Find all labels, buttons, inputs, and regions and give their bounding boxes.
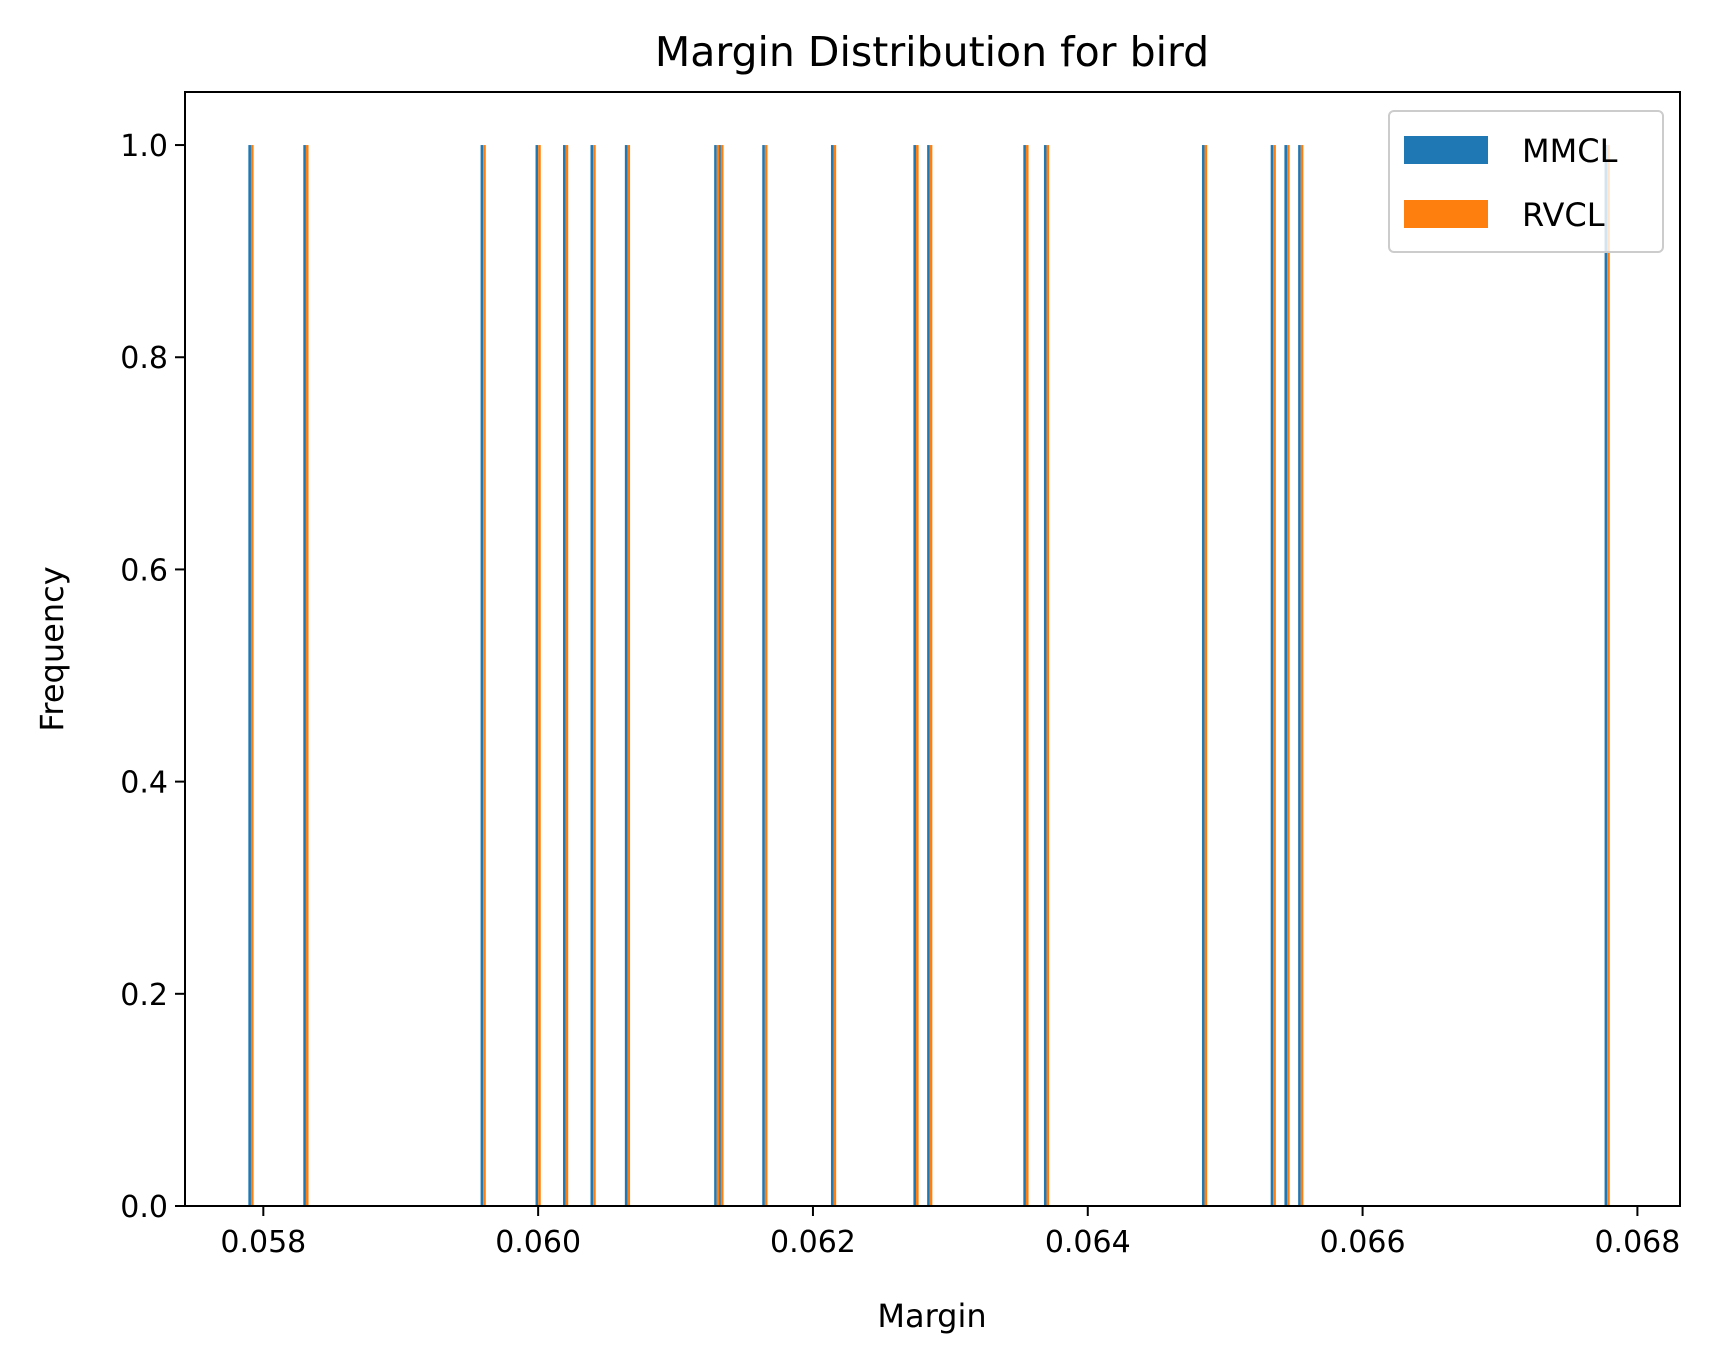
legend-swatch-rvcl <box>1404 200 1488 228</box>
x-tick-label: 0.060 <box>495 1225 581 1260</box>
bar-mmcl-6 <box>624 145 628 1206</box>
bar-rvcl-6 <box>627 145 631 1206</box>
bar-mmcl-1 <box>303 145 306 1206</box>
bar-rvcl-5 <box>593 145 596 1206</box>
y-tick-label: 0.8 <box>120 341 168 376</box>
bar-rvcl-18 <box>1300 145 1304 1206</box>
x-tick-label: 0.058 <box>220 1225 306 1260</box>
bar-mmcl-2 <box>480 145 484 1206</box>
x-axis-label: Margin <box>877 1297 986 1335</box>
bar-mmcl-8 <box>718 145 721 1206</box>
bar-rvcl-9 <box>764 145 768 1206</box>
y-axis-ticks: 0.0 0.2 0.4 0.6 0.8 1.0 <box>120 129 185 1225</box>
y-tick-label: 0.2 <box>120 978 168 1013</box>
bar-rvcl-7 <box>716 145 720 1206</box>
bar-mmcl-9 <box>762 145 765 1206</box>
bar-mmcl-10 <box>830 145 834 1206</box>
bar-mmcl-14 <box>1043 145 1047 1206</box>
legend-swatch-mmcl <box>1404 136 1488 164</box>
bar-mmcl-11 <box>913 145 917 1206</box>
bar-rvcl-16 <box>1273 145 1276 1206</box>
y-tick-label: 0.0 <box>120 1190 168 1225</box>
bar-rvcl-1 <box>305 145 309 1206</box>
bar-rvcl-4 <box>565 145 569 1206</box>
bar-rvcl-12 <box>929 145 933 1206</box>
bar-mmcl-16 <box>1270 145 1274 1206</box>
legend: MMCL RVCL <box>1388 110 1664 253</box>
bar-mmcl-0 <box>248 145 251 1206</box>
bar-rvcl-11 <box>916 145 919 1206</box>
x-tick-label: 0.064 <box>1045 1225 1131 1260</box>
bar-mmcl-7 <box>714 145 717 1206</box>
bar-mmcl-12 <box>927 145 930 1206</box>
bar-mmcl-3 <box>535 145 539 1206</box>
bar-rvcl-8 <box>720 145 724 1206</box>
y-tick-label: 0.4 <box>120 766 168 801</box>
bar-mmcl-13 <box>1023 145 1026 1206</box>
bar-mmcl-4 <box>563 145 566 1206</box>
y-tick-label: 0.6 <box>120 553 168 588</box>
bar-mmcl-19 <box>1604 145 1608 1206</box>
x-tick-label: 0.062 <box>770 1225 856 1260</box>
bars-layer <box>248 145 1610 1206</box>
bar-rvcl-17 <box>1287 145 1290 1206</box>
bar-rvcl-19 <box>1607 145 1610 1206</box>
bar-rvcl-2 <box>483 145 486 1206</box>
legend-label-rvcl: RVCL <box>1522 196 1605 234</box>
bar-rvcl-10 <box>833 145 837 1206</box>
bar-mmcl-18 <box>1298 145 1301 1206</box>
plot-frame <box>184 91 1681 1207</box>
bar-rvcl-14 <box>1046 145 1050 1206</box>
y-tick-label: 1.0 <box>120 129 168 164</box>
x-axis-ticks: 0.058 0.060 0.062 0.064 0.066 0.068 <box>220 1206 1680 1260</box>
x-tick-label: 0.068 <box>1594 1225 1680 1260</box>
chart-title: Margin Distribution for bird <box>655 28 1209 76</box>
bar-mmcl-17 <box>1284 145 1288 1206</box>
legend-label-mmcl: MMCL <box>1522 132 1618 170</box>
bar-mmcl-15 <box>1201 145 1205 1206</box>
bar-rvcl-3 <box>538 145 541 1206</box>
bar-mmcl-5 <box>590 145 594 1206</box>
bar-rvcl-0 <box>250 145 254 1206</box>
x-tick-label: 0.066 <box>1320 1225 1406 1260</box>
bar-rvcl-15 <box>1204 145 1208 1206</box>
bar-rvcl-13 <box>1025 145 1029 1206</box>
y-axis-label: Frequency <box>33 566 71 731</box>
